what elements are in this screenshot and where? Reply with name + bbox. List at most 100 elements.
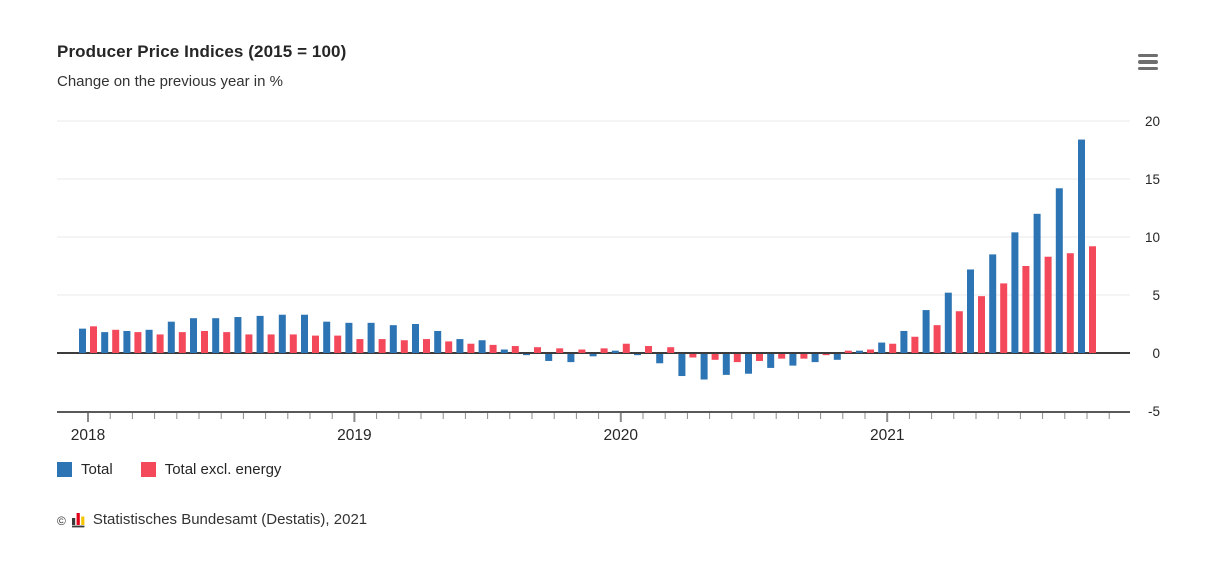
bar-total-excl-energy[interactable] — [1089, 246, 1096, 353]
bar-total-excl-energy[interactable] — [756, 354, 763, 361]
bar-total-excl-energy[interactable] — [378, 339, 386, 353]
bar-total-excl-energy[interactable] — [911, 336, 919, 353]
bar-total[interactable] — [345, 322, 353, 353]
bar-total-excl-energy[interactable] — [1066, 253, 1074, 353]
bar-total[interactable] — [456, 339, 464, 353]
bar-total-excl-energy[interactable] — [1000, 283, 1008, 353]
bar-total[interactable] — [478, 340, 486, 353]
hamburger-menu-icon[interactable] — [1136, 51, 1160, 73]
bar-total-excl-energy[interactable] — [201, 330, 208, 353]
bar-total-excl-energy[interactable] — [423, 339, 430, 353]
bar-total[interactable] — [944, 292, 952, 353]
bar-total-excl-energy[interactable] — [312, 335, 319, 353]
bar-total-excl-energy[interactable] — [534, 347, 541, 353]
bar-total[interactable] — [811, 354, 819, 363]
bar-total-excl-energy[interactable] — [933, 325, 941, 353]
bar-total-excl-energy[interactable] — [467, 343, 475, 353]
bar-total-excl-energy[interactable] — [622, 343, 630, 353]
bar-total-excl-energy[interactable] — [90, 326, 97, 353]
bar-total-excl-energy[interactable] — [1044, 256, 1052, 353]
bar-total[interactable] — [523, 354, 530, 356]
bar-total-excl-energy[interactable] — [711, 354, 719, 360]
bar-total[interactable] — [278, 314, 286, 353]
bar-total-excl-energy[interactable] — [800, 354, 808, 359]
bar-total[interactable] — [856, 350, 863, 353]
bar-total-excl-energy[interactable] — [112, 329, 120, 353]
bar-total-excl-energy[interactable] — [511, 346, 519, 353]
x-axis-year-label: 2018 — [71, 427, 105, 444]
bar-total[interactable] — [412, 324, 419, 353]
bar-total[interactable] — [1078, 139, 1085, 353]
bar-total-excl-energy[interactable] — [445, 341, 453, 353]
y-axis-tick-label: -5 — [1148, 404, 1160, 419]
bar-total[interactable] — [989, 254, 997, 353]
bar-total[interactable] — [878, 342, 886, 353]
bar-total-excl-energy[interactable] — [267, 334, 275, 353]
bar-total-excl-energy[interactable] — [223, 332, 231, 353]
bar-total-excl-energy[interactable] — [889, 343, 897, 353]
bar-total[interactable] — [145, 329, 153, 353]
bar-total[interactable] — [256, 315, 264, 353]
bar-total[interactable] — [167, 321, 175, 353]
bar-total[interactable] — [678, 354, 686, 377]
bar-total[interactable] — [212, 318, 220, 353]
bar-total[interactable] — [900, 330, 908, 353]
bar-total-excl-energy[interactable] — [556, 348, 564, 353]
bar-total-excl-energy[interactable] — [600, 348, 608, 353]
bar-total[interactable] — [567, 354, 575, 363]
legend-item-total-excl-energy[interactable]: Total excl. energy — [140, 461, 281, 478]
bar-total-excl-energy[interactable] — [978, 296, 985, 353]
bar-total-excl-energy[interactable] — [134, 332, 142, 353]
bar-total[interactable] — [745, 354, 752, 374]
bar-total[interactable] — [833, 354, 841, 360]
bar-total[interactable] — [367, 322, 375, 353]
bar-total-excl-energy[interactable] — [822, 354, 830, 356]
bar-total[interactable] — [301, 314, 308, 353]
bar-total[interactable] — [101, 332, 109, 353]
bar-total[interactable] — [500, 349, 508, 353]
bar-total-excl-energy[interactable] — [156, 334, 164, 353]
bar-total[interactable] — [700, 354, 708, 380]
bar-total[interactable] — [767, 354, 775, 368]
bar-total[interactable] — [434, 330, 442, 353]
x-axis-year-label: 2019 — [337, 427, 371, 444]
bar-total-excl-energy[interactable] — [689, 354, 697, 358]
bar-total-excl-energy[interactable] — [844, 350, 852, 353]
bar-total[interactable] — [545, 354, 553, 361]
bar-total-excl-energy[interactable] — [489, 344, 497, 353]
menu-bar — [1138, 53, 1158, 58]
bar-total[interactable] — [922, 310, 930, 353]
bar-total[interactable] — [589, 354, 597, 357]
bar-total-excl-energy[interactable] — [334, 335, 342, 353]
bar-total-excl-energy[interactable] — [356, 339, 364, 353]
bar-total-excl-energy[interactable] — [289, 334, 297, 353]
bar-total[interactable] — [123, 330, 131, 353]
bar-total[interactable] — [967, 269, 974, 353]
bar-total[interactable] — [234, 317, 242, 353]
bar-total[interactable] — [1033, 213, 1041, 353]
bar-total[interactable] — [634, 354, 641, 356]
legend-item-total[interactable]: Total — [57, 461, 113, 478]
bar-total-excl-energy[interactable] — [667, 347, 675, 353]
bar-total-excl-energy[interactable] — [645, 346, 652, 353]
bar-total-excl-energy[interactable] — [733, 354, 741, 363]
bar-total[interactable] — [190, 318, 197, 353]
bar-total[interactable] — [656, 354, 664, 364]
bar-total[interactable] — [789, 354, 797, 366]
bar-total[interactable] — [611, 350, 619, 353]
bar-total-excl-energy[interactable] — [1022, 266, 1030, 353]
bar-total-excl-energy[interactable] — [778, 354, 786, 359]
bar-total-excl-energy[interactable] — [955, 311, 963, 353]
bar-total[interactable] — [389, 325, 397, 353]
y-axis-tick-label: 0 — [1152, 346, 1160, 361]
bar-total[interactable] — [1011, 232, 1019, 353]
bar-total-excl-energy[interactable] — [578, 349, 586, 353]
bar-total[interactable] — [79, 328, 86, 353]
bar-total-excl-energy[interactable] — [178, 332, 186, 353]
bar-total[interactable] — [1055, 188, 1063, 353]
bar-total-excl-energy[interactable] — [245, 334, 253, 353]
bar-total-excl-energy[interactable] — [400, 340, 408, 353]
bar-total[interactable] — [323, 321, 331, 353]
bar-total-excl-energy[interactable] — [867, 349, 874, 353]
bar-total[interactable] — [722, 354, 730, 375]
